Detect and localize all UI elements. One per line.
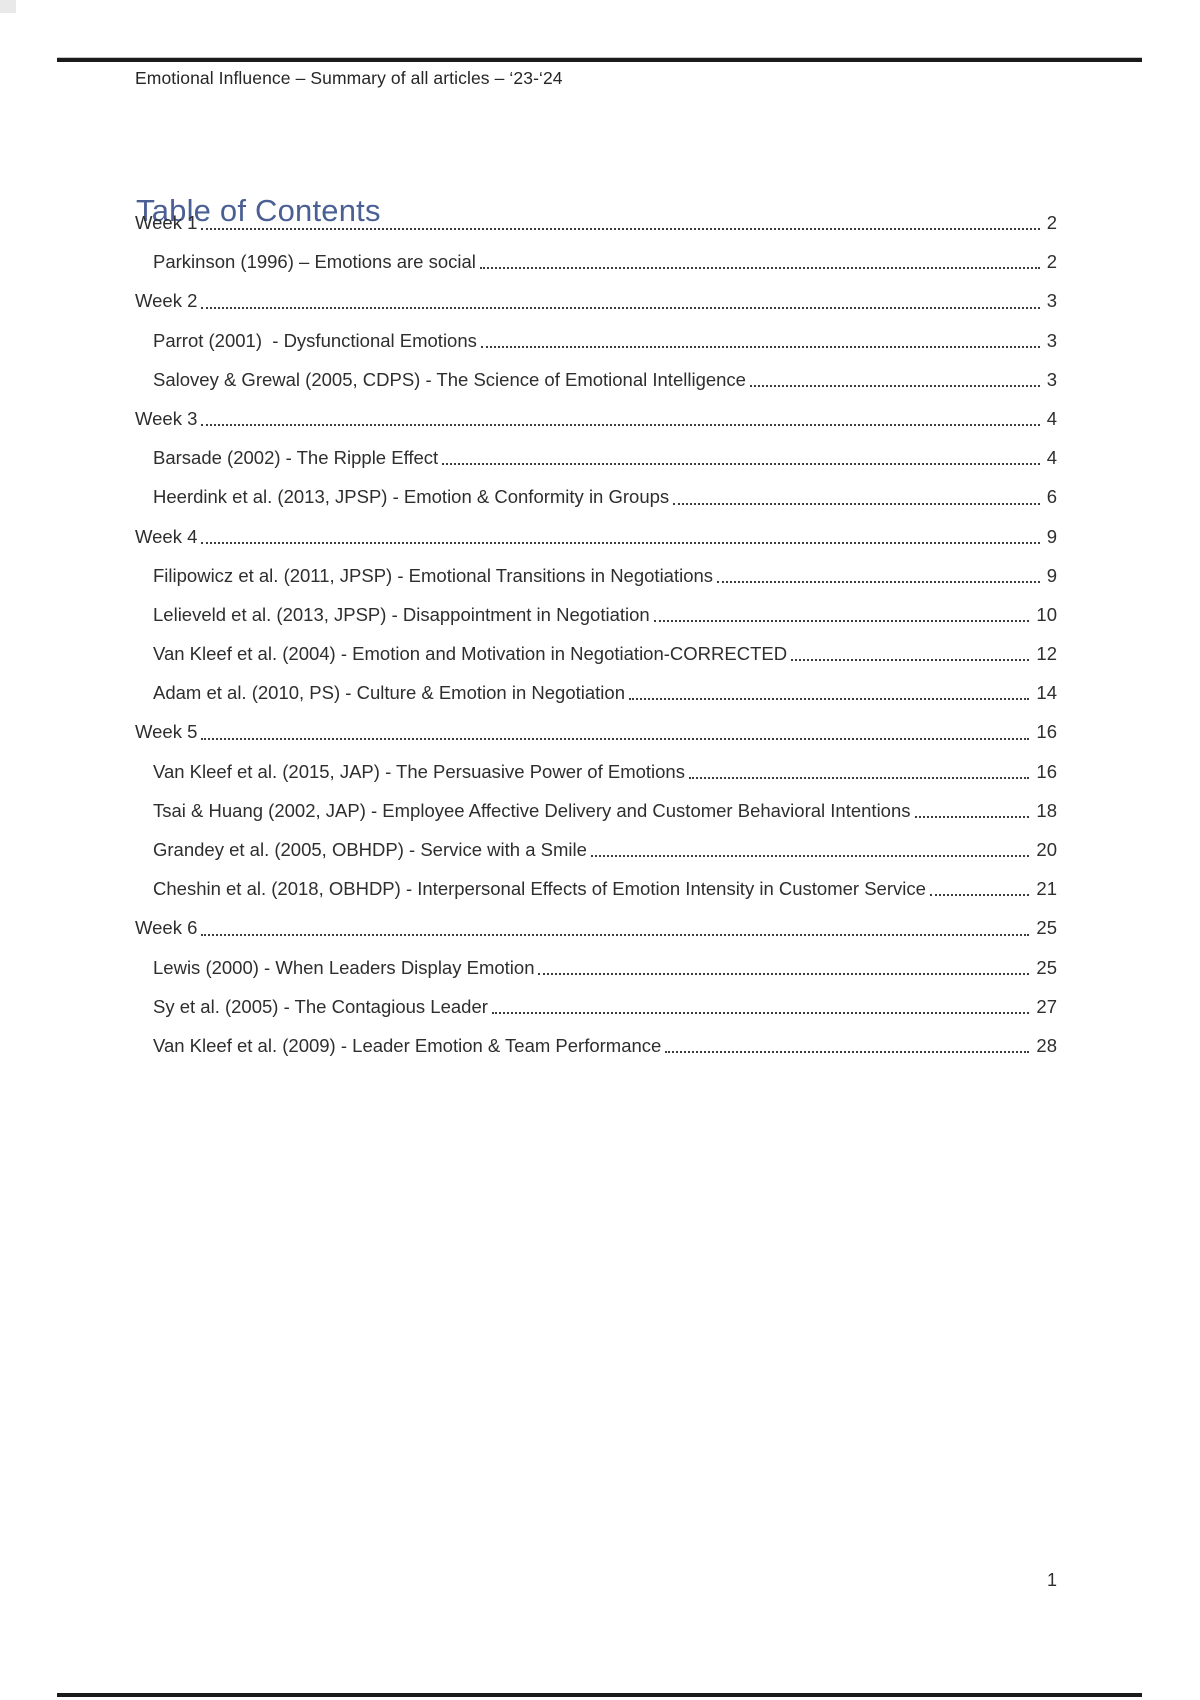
toc-dot-leader xyxy=(201,541,1040,544)
toc-entry-label: Van Kleef et al. (2009) - Leader Emotion… xyxy=(153,1034,662,1056)
footer-rule xyxy=(57,1693,1142,1697)
toc-dot-leader xyxy=(491,1011,1030,1014)
toc-entry-label: Adam et al. (2010, PS) - Culture & Emoti… xyxy=(153,682,625,704)
toc-dot-leader xyxy=(201,424,1040,427)
toc-entry-page-number: 4 xyxy=(1046,407,1057,429)
toc-entry-page-number: 2 xyxy=(1046,212,1057,233)
toc-entry-page-number: 9 xyxy=(1046,525,1057,547)
toc-entry[interactable]: Week 6 25 xyxy=(135,908,1057,947)
toc-dot-leader xyxy=(914,816,1030,818)
toc-entry-label: Filipowicz et al. (2011, JPSP) - Emotion… xyxy=(153,564,714,586)
toc-entry-label: Week 3 xyxy=(135,407,198,429)
toc-title: Table of Contents xyxy=(136,192,381,228)
toc-dot-leader xyxy=(717,580,1040,583)
toc-entry-page-number: 28 xyxy=(1036,1034,1057,1056)
toc-entry-page-number: 2 xyxy=(1046,251,1057,273)
toc-dot-leader xyxy=(665,1051,1030,1054)
toc-entry-label: Van Kleef et al. (2015, JAP) - The Persu… xyxy=(153,760,685,782)
toc-entry-label: Lelieveld et al. (2013, JPSP) - Disappoi… xyxy=(153,603,650,625)
toc-entry-label: Cheshin et al. (2018, OBHDP) - Interpers… xyxy=(153,878,926,900)
toc-entry-label: Van Kleef et al. (2004) - Emotion and Mo… xyxy=(153,643,788,665)
toc-entry[interactable]: Week 1 2 xyxy=(135,203,1057,242)
toc-entry-label: Grandey et al. (2005, OBHDP) - Service w… xyxy=(153,839,587,860)
toc-entry-page-number: 3 xyxy=(1046,329,1057,351)
toc-entry-page-number: 27 xyxy=(1036,995,1057,1017)
toc-entry-label: Lewis (2000) - When Leaders Display Emot… xyxy=(153,956,535,978)
toc-dot-leader xyxy=(673,502,1040,505)
toc-entry[interactable]: Heerdink et al. (2013, JPSP) - Emotion &… xyxy=(135,477,1057,516)
toc-dot-leader xyxy=(201,306,1040,309)
toc-entry[interactable]: Grandey et al. (2005, OBHDP) - Service w… xyxy=(135,830,1057,869)
toc-dot-leader xyxy=(480,345,1040,348)
toc-entry-page-number: 21 xyxy=(1036,878,1057,900)
toc-entry[interactable]: Cheshin et al. (2018, OBHDP) - Interpers… xyxy=(135,869,1057,908)
toc-entry-label: Sy et al. (2005) - The Contagious Leader xyxy=(153,995,488,1017)
toc-entry-label: Parrot (2001) - Dysfunctional Emotions xyxy=(153,329,477,351)
toc-entry-label: Heerdink et al. (2013, JPSP) - Emotion &… xyxy=(153,486,670,508)
toc-dot-leader xyxy=(201,737,1030,740)
toc-entry-label: Salovey & Grewal (2005, CDPS) - The Scie… xyxy=(153,368,746,390)
toc-entry-page-number: 16 xyxy=(1036,721,1057,743)
toc-entry-page-number: 3 xyxy=(1046,368,1057,390)
toc-entry-page-number: 25 xyxy=(1036,956,1057,978)
toc-entry[interactable]: Van Kleef et al. (2009) - Leader Emotion… xyxy=(135,1026,1057,1065)
toc-entry[interactable]: Adam et al. (2010, PS) - Culture & Emoti… xyxy=(135,673,1057,712)
toc-dot-leader xyxy=(479,267,1040,270)
toc-entry[interactable]: Lelieveld et al. (2013, JPSP) - Disappoi… xyxy=(135,595,1057,634)
toc-entry-label: Week 4 xyxy=(135,525,198,547)
toc-dot-leader xyxy=(201,228,1040,231)
toc-entry[interactable]: Van Kleef et al. (2015, JAP) - The Persu… xyxy=(135,752,1057,791)
toc-dot-leader xyxy=(442,463,1040,466)
toc-dot-leader xyxy=(688,776,1030,779)
toc-entry[interactable]: Filipowicz et al. (2011, JPSP) - Emotion… xyxy=(135,556,1057,595)
toc-entry[interactable]: Week 2 3 xyxy=(135,281,1057,320)
toc-entry-page-number: 6 xyxy=(1046,486,1057,508)
footer-page-number: 1 xyxy=(1046,1570,1057,1590)
table-of-contents: Week 1 2 Parkinson (1996) – Emotions are… xyxy=(135,203,1057,1065)
toc-entry[interactable]: Parkinson (1996) – Emotions are social 2 xyxy=(135,242,1057,281)
running-header: Emotional Influence – Summary of all art… xyxy=(135,68,563,88)
toc-entry[interactable]: Week 4 9 xyxy=(135,517,1057,556)
toc-entry-page-number: 9 xyxy=(1046,564,1057,586)
toc-entry-page-number: 18 xyxy=(1036,799,1057,821)
toc-entry-page-number: 14 xyxy=(1036,682,1057,704)
toc-entry-label: Week 1 xyxy=(135,212,198,233)
toc-dot-leader xyxy=(749,384,1040,387)
toc-entry-label: Parkinson (1996) – Emotions are social xyxy=(153,251,476,273)
toc-dot-leader xyxy=(538,972,1030,975)
scan-corner-artifact xyxy=(0,0,16,13)
toc-dot-leader xyxy=(929,894,1030,897)
toc-dot-leader xyxy=(629,698,1030,701)
toc-entry-label: Week 6 xyxy=(135,917,198,939)
toc-entry-page-number: 12 xyxy=(1036,643,1057,665)
toc-entry-label: Week 2 xyxy=(135,290,198,312)
toc-dot-leader xyxy=(201,933,1030,936)
toc-entry[interactable]: Salovey & Grewal (2005, CDPS) - The Scie… xyxy=(135,360,1057,399)
toc-entry-page-number: 10 xyxy=(1036,603,1057,625)
toc-entry[interactable]: Van Kleef et al. (2004) - Emotion and Mo… xyxy=(135,634,1057,673)
toc-entry[interactable]: Tsai & Huang (2002, JAP) - Employee Affe… xyxy=(135,791,1057,830)
toc-entry-page-number: 25 xyxy=(1036,917,1057,939)
toc-entry-label: Tsai & Huang (2002, JAP) - Employee Affe… xyxy=(153,799,911,821)
toc-entry-page-number: 3 xyxy=(1046,290,1057,312)
toc-entry[interactable]: Sy et al. (2005) - The Contagious Leader… xyxy=(135,987,1057,1026)
toc-entry-page-number: 20 xyxy=(1036,839,1057,860)
toc-entry[interactable]: Barsade (2002) - The Ripple Effect 4 xyxy=(135,438,1057,477)
toc-entry-label: Barsade (2002) - The Ripple Effect xyxy=(153,447,439,469)
toc-dot-leader xyxy=(791,659,1030,662)
toc-entry-page-number: 4 xyxy=(1046,447,1057,469)
toc-entry-page-number: 16 xyxy=(1036,760,1057,782)
toc-entry[interactable]: Parrot (2001) - Dysfunctional Emotions 3 xyxy=(135,321,1057,360)
toc-entry[interactable]: Week 5 16 xyxy=(135,712,1057,751)
toc-dot-leader xyxy=(590,855,1030,858)
toc-dot-leader xyxy=(653,620,1030,623)
toc-entry-label: Week 5 xyxy=(135,721,198,743)
toc-entry[interactable]: Week 3 4 xyxy=(135,399,1057,438)
header-rule xyxy=(57,57,1142,62)
toc-entry[interactable]: Lewis (2000) - When Leaders Display Emot… xyxy=(135,948,1057,987)
